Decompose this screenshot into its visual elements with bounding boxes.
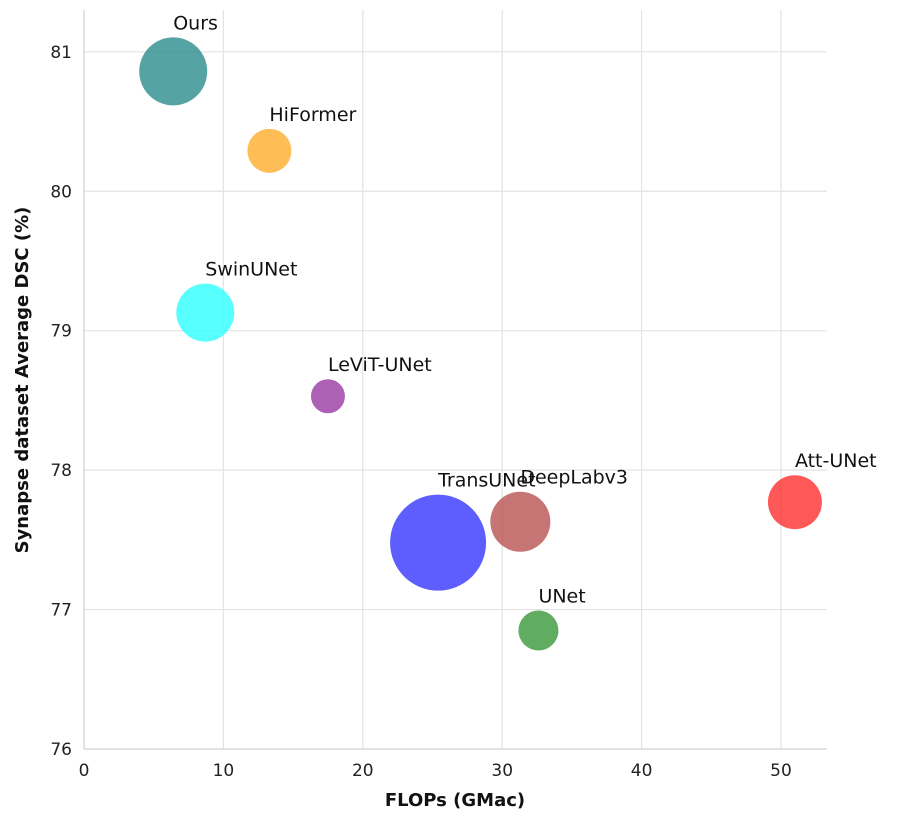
- y-tick-label: 76: [50, 740, 72, 760]
- bubble-levit-unet: [310, 379, 345, 414]
- y-tick-label: 80: [50, 182, 72, 202]
- y-tick-label: 78: [50, 461, 72, 481]
- bubble-unet: [518, 610, 559, 651]
- bubble-att-unet: [767, 475, 822, 530]
- bubble-label-levit-unet: LeViT-UNet: [328, 354, 432, 376]
- y-tick-label: 81: [50, 43, 72, 63]
- bubble-labels: Ours HiFormer SwinUNet LeViT-UNet TransUNetD…: [173, 12, 876, 607]
- bubble-label-swinunet: SwinUNet: [205, 259, 297, 281]
- bubble-swinunet: [176, 283, 235, 342]
- bubble-label-ours: Ours: [173, 12, 218, 34]
- x-axis-title: FLOPs (GMac): [385, 790, 525, 811]
- bubble-label-att-unet: Att-UNet: [795, 450, 877, 472]
- x-tick-label: 10: [213, 761, 235, 781]
- bubble-label-hiformer: HiFormer: [269, 104, 356, 126]
- x-tick-label: 30: [491, 761, 513, 781]
- bubble-transunet: [390, 494, 487, 591]
- bubbles: [139, 37, 822, 651]
- bubble-label-transunet: TransUNet: [437, 470, 535, 492]
- y-tick-label: 77: [50, 601, 72, 621]
- x-tick-label: 0: [79, 761, 90, 781]
- grid: [83, 10, 827, 750]
- axes: [83, 10, 827, 750]
- x-tick-label: 40: [631, 761, 653, 781]
- bubble-deeplabv3: [490, 491, 551, 552]
- y-tick-labels: 76 77 78 79 80 81: [50, 43, 72, 760]
- x-tick-label: 50: [770, 761, 792, 781]
- bubble-hiformer: [247, 128, 292, 173]
- bubble-ours: [139, 37, 208, 106]
- x-tick-label: 20: [352, 761, 374, 781]
- x-tick-labels: 0 10 20 30 40 50: [79, 761, 792, 781]
- y-tick-label: 79: [50, 322, 72, 342]
- y-axis-title: Synapse dataset Average DSC (%): [12, 207, 33, 554]
- bubble-label-deeplabv3: DeepLabv3: [520, 467, 628, 489]
- bubble-label-unet: UNet: [538, 585, 585, 607]
